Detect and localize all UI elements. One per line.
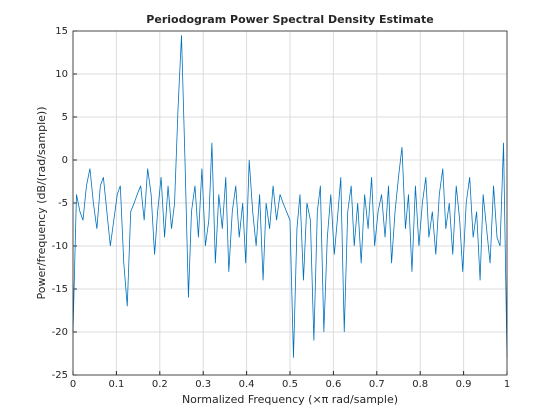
chart-title: Periodogram Power Spectral Density Estim…	[146, 13, 433, 26]
x-tick-label: 0.1	[108, 379, 124, 390]
x-tick-label: 0.3	[195, 379, 211, 390]
y-tick-label: 0	[62, 155, 68, 166]
x-tick-label: 0	[70, 379, 76, 390]
axes-box	[72, 30, 508, 376]
y-tick-label: 15	[55, 26, 68, 37]
y-axis-label: Power/frequency (dB/(rad/sample))	[35, 107, 48, 300]
x-tick-label: 0.5	[282, 379, 298, 390]
y-tick-label: 5	[62, 112, 68, 123]
y-tick-label: -20	[52, 327, 68, 338]
x-tick-label: 0.7	[369, 379, 385, 390]
y-tick-label: -25	[52, 370, 68, 381]
x-tick-label: 0.6	[325, 379, 341, 390]
y-tick-label: -10	[52, 241, 68, 252]
x-tick-label: 0.4	[239, 379, 255, 390]
y-tick-label: -5	[58, 198, 68, 209]
x-tick-label: 0.2	[152, 379, 168, 390]
x-tick-label: 1	[504, 379, 510, 390]
x-tick-label: 0.8	[412, 379, 428, 390]
y-tick-label: 10	[55, 69, 68, 80]
x-tick-label: 0.9	[456, 379, 472, 390]
x-axis-label: Normalized Frequency (×π rad/sample)	[182, 393, 398, 406]
series-line	[72, 35, 508, 358]
y-tick-label: -15	[52, 284, 68, 295]
